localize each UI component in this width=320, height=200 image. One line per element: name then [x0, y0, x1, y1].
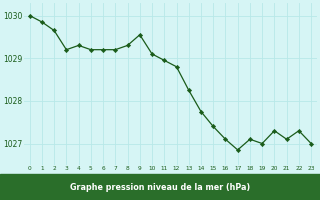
Text: Graphe pression niveau de la mer (hPa): Graphe pression niveau de la mer (hPa): [70, 182, 250, 192]
